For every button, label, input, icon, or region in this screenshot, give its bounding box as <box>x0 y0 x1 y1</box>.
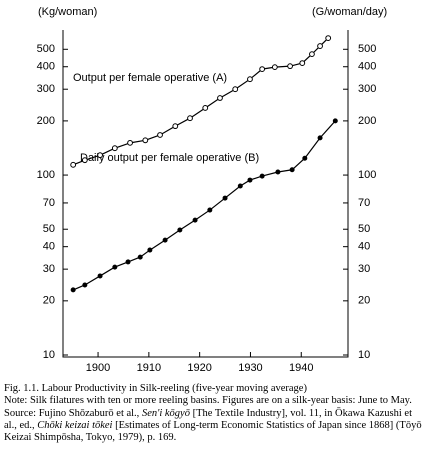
data-point <box>192 217 198 223</box>
data-point <box>299 60 306 67</box>
data-point <box>137 254 143 260</box>
data-point <box>70 161 77 168</box>
y2-tick-label: 20 <box>358 295 370 307</box>
data-point <box>289 167 295 173</box>
data-point <box>232 86 239 93</box>
x-tick-label: 1910 <box>137 362 161 374</box>
data-point <box>259 66 266 73</box>
annotation: Output per female operative (A) <box>73 72 227 84</box>
figure-caption: Fig. 1.1. Labour Productivity in Silk-re… <box>4 383 307 394</box>
y-tick-label: 10 <box>43 349 55 361</box>
data-point <box>187 115 193 122</box>
data-point <box>111 145 118 152</box>
data-point <box>271 64 278 71</box>
data-point <box>259 173 265 179</box>
data-point <box>247 177 253 183</box>
data-point <box>287 63 293 70</box>
chart: (Kg/woman) (G/woman/day) Output per fema… <box>37 6 388 374</box>
source: Source: Fujino Shōzaburō et al., Sen'i k… <box>4 408 422 445</box>
note: Note: Silk filatures with ten or more re… <box>4 395 412 407</box>
source-text: [Estimates of Long-term Economic Statist… <box>4 419 422 444</box>
caption: Fig. 1.1. Labour Productivity in Silk-re… <box>4 383 422 444</box>
y-tick-label: 100 <box>37 169 55 181</box>
data-point <box>317 43 323 49</box>
data-point <box>332 118 338 124</box>
y-tick-label: 50 <box>43 223 55 235</box>
data-point <box>247 76 253 83</box>
data-point <box>82 282 88 288</box>
source-title: Chōki keizai tōkei <box>37 419 113 431</box>
source-title: Sen'i kōgyō <box>141 407 190 419</box>
data-point <box>142 137 149 144</box>
data-point <box>172 123 179 130</box>
data-point <box>275 169 281 175</box>
data-point <box>70 287 76 293</box>
y2-tick-label: 30 <box>358 263 370 275</box>
data-point <box>302 155 308 161</box>
y2-tick-label: 500 <box>358 43 376 55</box>
data-point <box>97 152 103 159</box>
y2-tick-label: 100 <box>358 169 376 181</box>
data-point <box>112 264 118 270</box>
data-point <box>97 273 103 279</box>
series-line <box>72 37 329 166</box>
y2-tick-label: 10 <box>358 349 370 361</box>
y-tick-label: 200 <box>37 115 55 127</box>
data-point <box>217 95 223 101</box>
y-tick-label: 40 <box>43 241 55 253</box>
y2-tick-label: 50 <box>358 223 370 235</box>
y2-tick-label: 400 <box>358 61 376 73</box>
data-point <box>222 195 228 201</box>
x-tick-label: 1940 <box>289 362 313 374</box>
y-tick-label: 20 <box>43 295 55 307</box>
source-text: [The Textile Industry], vol. 11, in Ōkaw… <box>4 407 413 431</box>
y2-axis-label: (G/woman/day) <box>312 6 387 18</box>
y2-tick-label: 40 <box>358 241 370 253</box>
y2-tick-label: 70 <box>358 197 370 209</box>
data-point <box>81 157 88 164</box>
data-point <box>237 183 243 189</box>
y-tick-label: 30 <box>43 263 55 275</box>
data-point <box>202 105 209 111</box>
y-axis-label: (Kg/woman) <box>38 6 97 18</box>
data-point <box>317 135 323 141</box>
data-point <box>177 227 183 233</box>
y2-tick-label: 300 <box>358 83 376 95</box>
data-point <box>147 247 153 253</box>
y-tick-label: 400 <box>37 61 55 73</box>
series-line <box>72 120 336 291</box>
source-text: Source: Fujino Shōzaburō et al., <box>4 407 142 419</box>
axis-frame <box>62 30 349 358</box>
x-tick-label: 1930 <box>238 362 262 374</box>
data-point <box>207 207 213 213</box>
x-tick-label: 1920 <box>187 362 211 374</box>
annotation: Daily output per female operative (B) <box>80 152 259 164</box>
data-point <box>157 132 163 138</box>
data-point <box>309 51 315 58</box>
y-tick-label: 300 <box>37 83 55 95</box>
data-point <box>125 259 131 265</box>
x-tick-label: 1900 <box>86 362 110 374</box>
data-point <box>127 139 133 146</box>
y2-tick-label: 200 <box>358 115 376 127</box>
data-point <box>325 35 332 41</box>
data-point <box>162 237 168 243</box>
y-tick-label: 500 <box>37 43 55 55</box>
y-tick-label: 70 <box>43 197 55 209</box>
